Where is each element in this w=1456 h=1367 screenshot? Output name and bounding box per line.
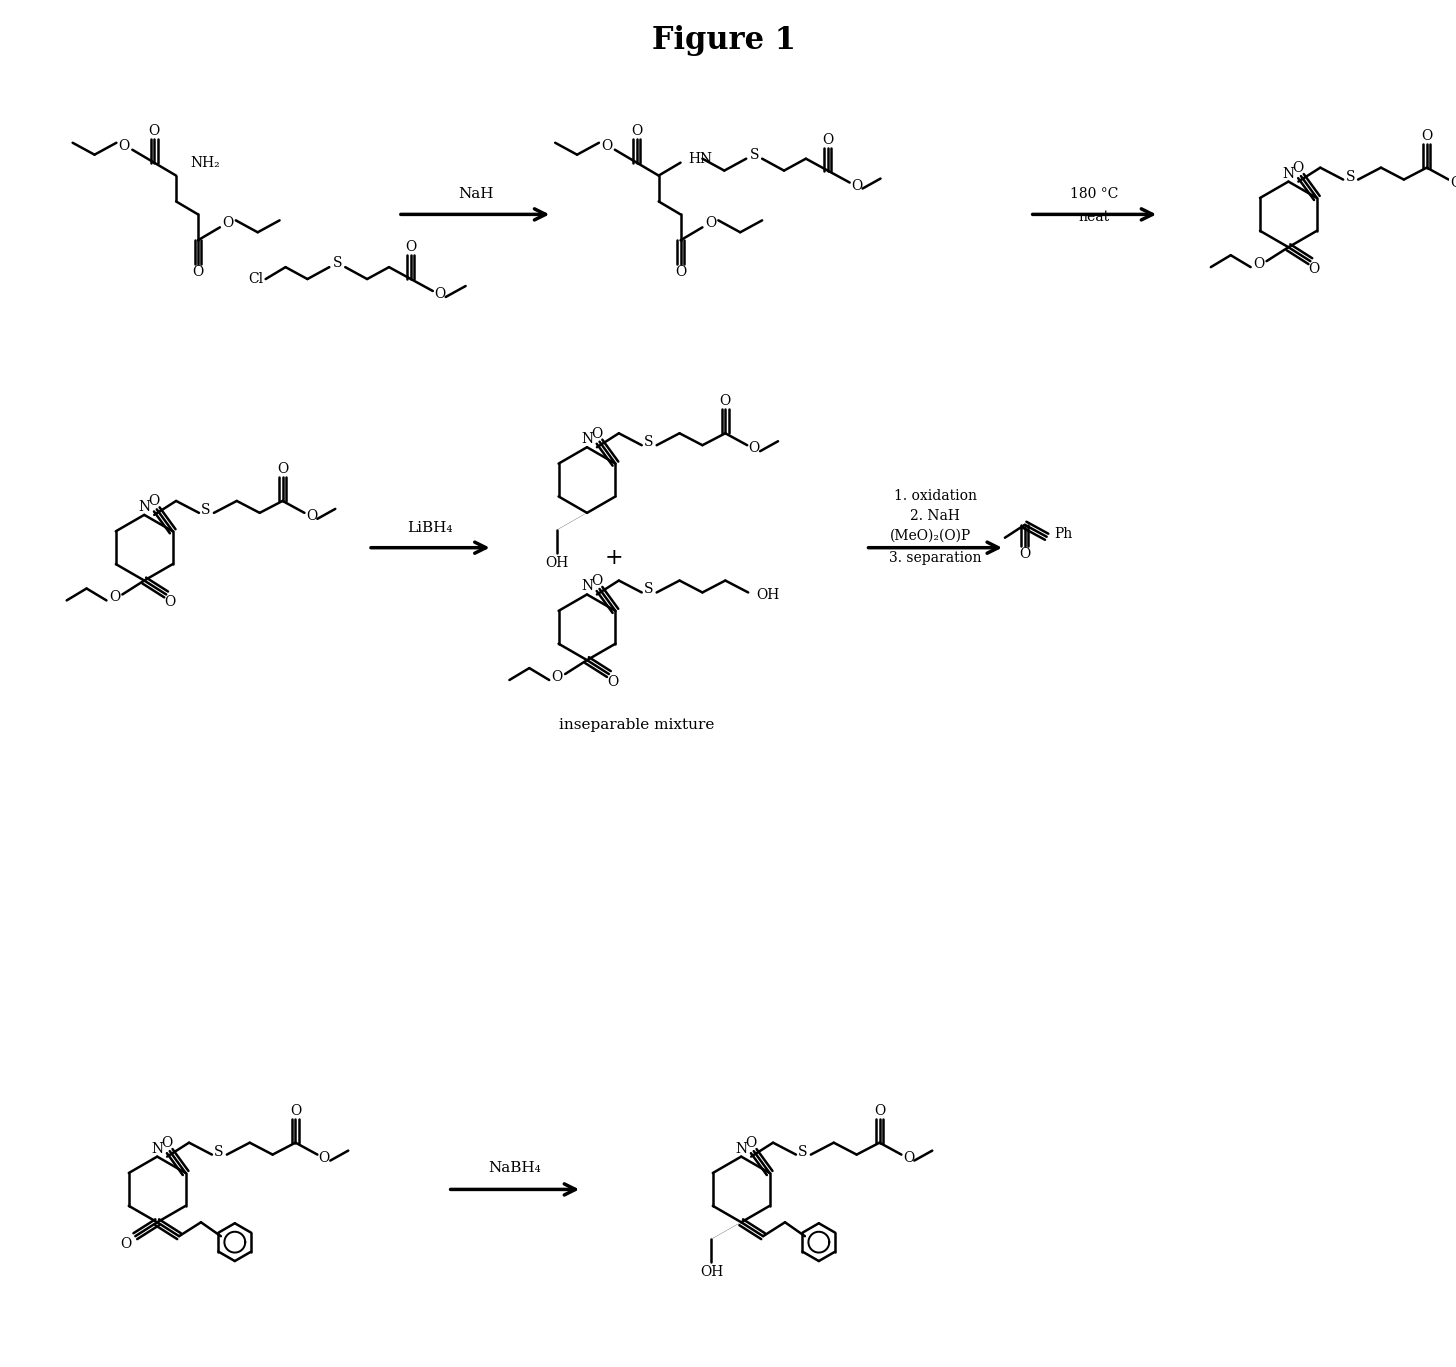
Text: S: S xyxy=(644,582,654,596)
Text: O: O xyxy=(119,1237,131,1251)
Text: S: S xyxy=(214,1144,224,1159)
Text: O: O xyxy=(319,1151,331,1165)
Text: O: O xyxy=(306,509,317,522)
Text: O: O xyxy=(676,265,686,279)
Text: S: S xyxy=(750,148,759,161)
Text: O: O xyxy=(192,265,204,279)
Text: O: O xyxy=(149,124,160,138)
Text: O: O xyxy=(601,138,613,153)
Text: O: O xyxy=(874,1103,885,1118)
Polygon shape xyxy=(709,1222,741,1240)
Text: O: O xyxy=(290,1103,301,1118)
Text: S: S xyxy=(332,256,342,271)
Text: Cl: Cl xyxy=(249,272,264,286)
Text: O: O xyxy=(405,241,416,254)
Text: S: S xyxy=(1345,170,1356,183)
Text: NaH: NaH xyxy=(457,187,494,201)
Text: S: S xyxy=(201,503,211,517)
Text: HN: HN xyxy=(689,152,712,165)
Text: O: O xyxy=(149,495,159,509)
Text: O: O xyxy=(434,287,446,301)
Text: OH: OH xyxy=(700,1264,724,1280)
Text: N: N xyxy=(151,1141,163,1155)
Text: OH: OH xyxy=(546,555,569,570)
Text: O: O xyxy=(850,179,862,193)
Text: O: O xyxy=(903,1151,914,1165)
Text: O: O xyxy=(277,462,288,476)
Text: 3. separation: 3. separation xyxy=(890,551,981,565)
Text: O: O xyxy=(1309,262,1321,276)
Text: O: O xyxy=(607,675,619,689)
Text: LiBH₄: LiBH₄ xyxy=(408,521,453,534)
Text: NaBH₄: NaBH₄ xyxy=(488,1161,540,1174)
Text: NH₂: NH₂ xyxy=(191,156,220,170)
Text: O: O xyxy=(1254,257,1264,271)
Text: O: O xyxy=(1450,175,1456,190)
Text: Figure 1: Figure 1 xyxy=(652,25,796,56)
Text: 180 °C: 180 °C xyxy=(1070,187,1118,201)
Text: O: O xyxy=(165,596,176,610)
Text: O: O xyxy=(719,395,731,409)
Text: inseparable mixture: inseparable mixture xyxy=(559,718,715,731)
Text: N: N xyxy=(735,1141,747,1155)
Text: O: O xyxy=(591,574,603,588)
Text: O: O xyxy=(1421,128,1433,142)
Text: O: O xyxy=(119,138,130,153)
Text: O: O xyxy=(1293,161,1303,175)
Text: O: O xyxy=(223,216,233,231)
Text: neat: neat xyxy=(1079,211,1109,224)
Text: OH: OH xyxy=(756,588,779,603)
Text: 2. NaH: 2. NaH xyxy=(910,509,960,522)
Text: S: S xyxy=(644,435,654,450)
Text: N: N xyxy=(1283,167,1294,180)
Text: 1. oxidation: 1. oxidation xyxy=(894,489,977,503)
Text: O: O xyxy=(162,1136,172,1150)
Text: O: O xyxy=(823,133,833,146)
Text: (MeO)₂(O)P: (MeO)₂(O)P xyxy=(890,529,971,543)
Text: N: N xyxy=(581,432,593,446)
Text: N: N xyxy=(581,580,593,593)
Text: Ph: Ph xyxy=(1054,526,1073,541)
Text: N: N xyxy=(138,500,150,514)
Polygon shape xyxy=(555,513,587,530)
Text: O: O xyxy=(1019,547,1031,560)
Text: S: S xyxy=(798,1144,808,1159)
Text: O: O xyxy=(591,427,603,440)
Text: O: O xyxy=(745,1136,756,1150)
Text: O: O xyxy=(109,591,119,604)
Text: O: O xyxy=(748,442,760,455)
Text: +: + xyxy=(604,547,623,569)
Text: O: O xyxy=(705,216,716,231)
Text: O: O xyxy=(552,670,563,684)
Text: O: O xyxy=(630,124,642,138)
